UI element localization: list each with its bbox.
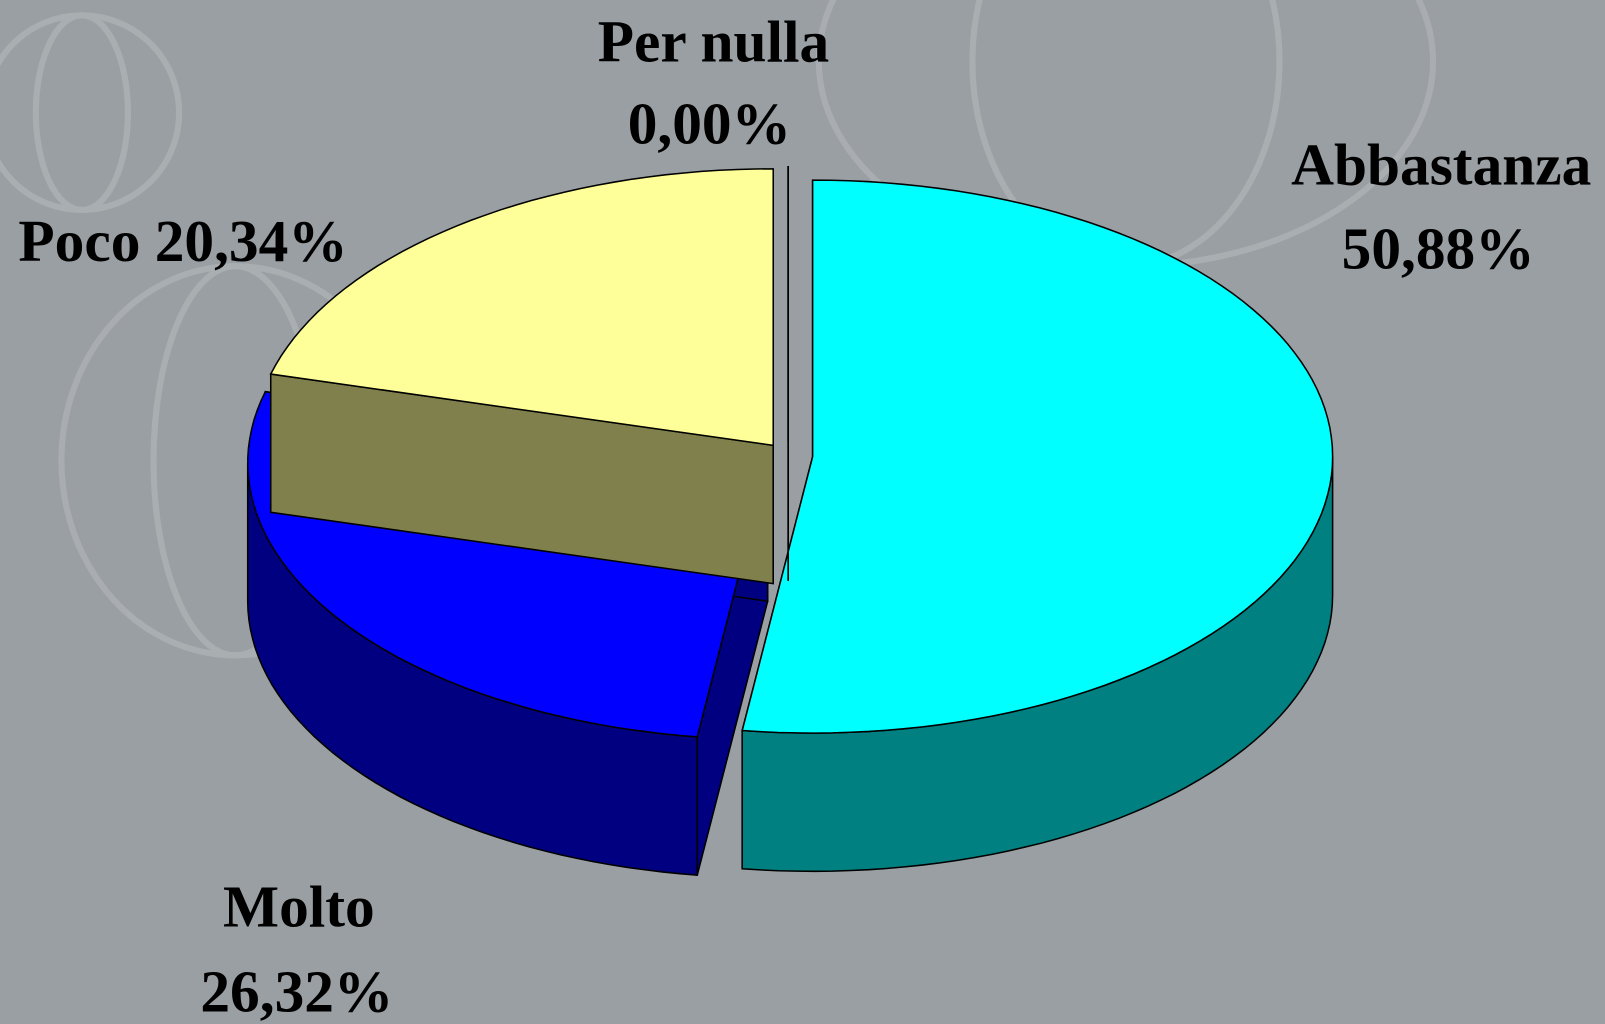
value-label: 50,88% bbox=[1342, 215, 1535, 281]
value-label: 26,32% bbox=[200, 959, 393, 1024]
slice bbox=[269, 168, 774, 585]
slice-label-line: Poco 20,34% bbox=[18, 208, 347, 274]
slice-label: Abbastanza bbox=[1291, 131, 1591, 197]
value-label: 20,34% bbox=[155, 208, 348, 274]
slice-top bbox=[741, 179, 1334, 734]
slice-label: Molto bbox=[223, 874, 375, 940]
slice-label: Per nulla bbox=[598, 8, 829, 74]
labels: Abbastanza 50,88% Molto 26,32% Poco 20,34% Per… bbox=[18, 8, 1591, 1024]
slice bbox=[741, 179, 1334, 873]
slice-label: Poco bbox=[18, 208, 140, 274]
pie bbox=[246, 166, 1334, 876]
slice-top bbox=[269, 168, 774, 447]
value-label: 0,00% bbox=[628, 90, 791, 156]
